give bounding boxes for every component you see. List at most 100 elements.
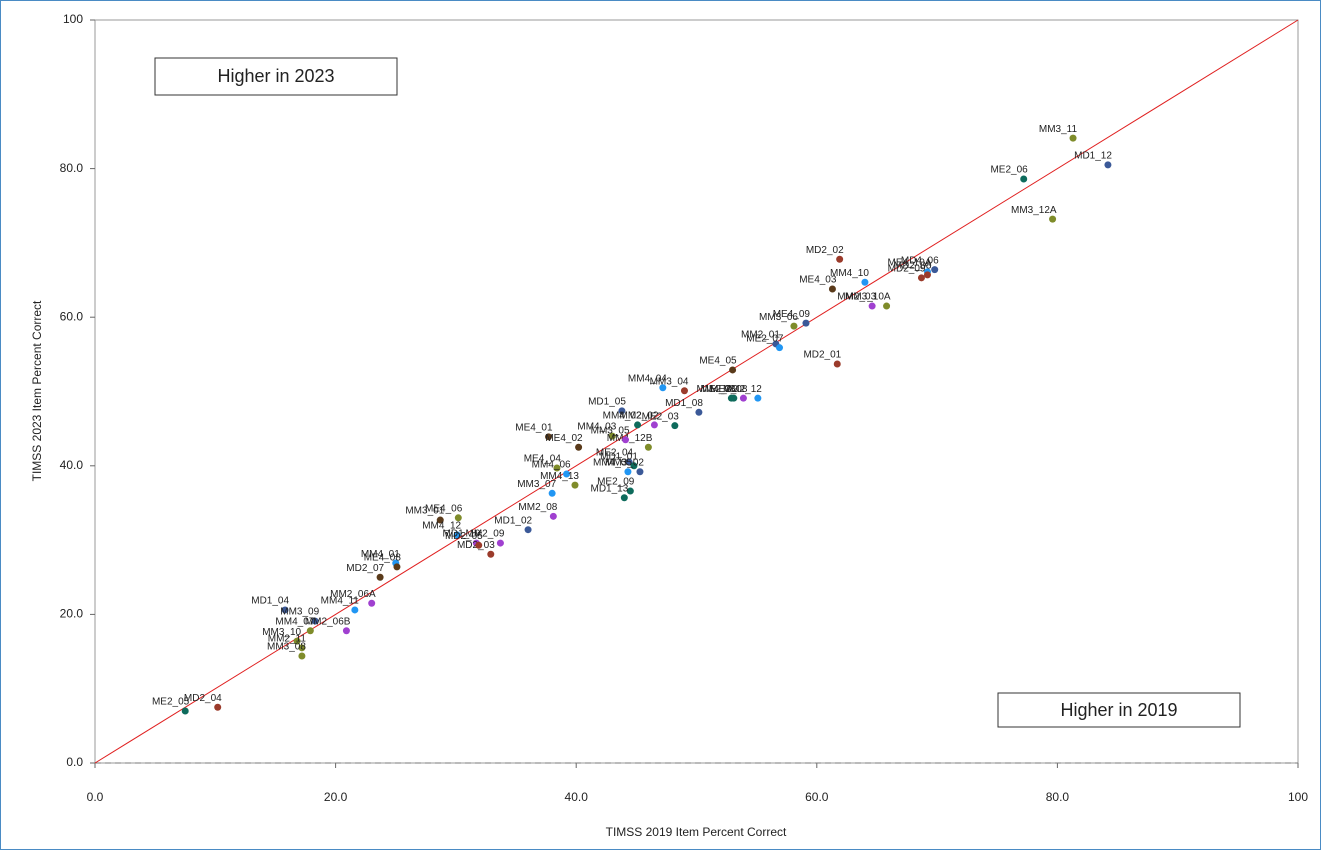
point-label: MM3_12A [1011, 205, 1057, 216]
point [625, 458, 633, 466]
point-label: ME4_01 [515, 422, 553, 433]
point [298, 652, 306, 660]
point-label: MM3_02 [605, 457, 644, 468]
point [1049, 215, 1057, 223]
point [931, 266, 939, 274]
point-label: ME4_03 [799, 275, 837, 286]
point-label: MM2_02 [619, 411, 658, 422]
point-label: ME4_10A [888, 258, 932, 269]
point-label: ME4_09 [773, 309, 811, 320]
point-label: MD1_12 [1074, 151, 1112, 162]
point [695, 408, 703, 416]
point-label: ME2_06 [990, 165, 1028, 176]
point-label: MD4_06 [901, 255, 939, 266]
point-label: MM2_03 [837, 292, 876, 303]
point [868, 302, 876, 310]
point [524, 526, 532, 534]
point [368, 599, 376, 607]
point-label: ME4_06 [425, 503, 463, 514]
point-label: ME4_02 [545, 433, 583, 444]
point [776, 344, 784, 352]
point [575, 443, 583, 451]
point-label: MD2_05 [445, 531, 483, 542]
point-label: MM4_05 [593, 457, 632, 468]
point [351, 606, 359, 614]
point [618, 407, 626, 415]
point-label: MD1_13 [591, 483, 629, 494]
point [790, 322, 798, 330]
point [281, 606, 289, 614]
point-label: MM4_04 [628, 373, 667, 384]
point-label: MD1_02 [494, 515, 532, 526]
y-axis-title: TIMSS 2023 Item Percent Correct [30, 300, 44, 481]
point-label: ME2_09 [597, 477, 635, 488]
point-label: ME4_05 [699, 356, 737, 367]
point-label: MM4_11 [321, 596, 360, 607]
point [833, 360, 841, 368]
point [376, 573, 384, 581]
point-label: MM3_10 [262, 627, 301, 638]
point [802, 319, 810, 327]
point-label: MD2_04 [184, 693, 222, 704]
point-label: MM4_12 [422, 521, 461, 532]
point [1104, 161, 1112, 169]
point [861, 278, 869, 286]
point-label: MM4_01 [361, 549, 400, 560]
point [608, 432, 616, 440]
point [298, 644, 306, 652]
point-label: ME2_08 [710, 384, 748, 395]
point-label: MM4_07 [275, 616, 314, 627]
point-label: MD2_01 [803, 350, 841, 361]
point-label: MM4_06 [532, 460, 571, 471]
point-label: MM4_10 [830, 268, 869, 279]
point [624, 468, 632, 476]
point-label: MM3_11 [1039, 124, 1078, 135]
y-tick-label: 100 [63, 12, 83, 26]
point [739, 394, 747, 402]
point-label: MM3_06 [759, 312, 798, 323]
point-label: MM4_03 [577, 422, 616, 433]
annotation: Higher in 2023 [217, 66, 334, 86]
point [548, 489, 556, 497]
point-label: ME4_08 [364, 552, 402, 563]
point [342, 627, 350, 635]
point [650, 421, 658, 429]
point [917, 274, 925, 282]
point [454, 514, 462, 522]
point [923, 271, 931, 279]
point-label: MM2_01 [741, 330, 780, 341]
point [496, 539, 504, 547]
point-label: MM2_12 [723, 384, 762, 395]
point-label: MD1_01 [600, 451, 638, 462]
point [545, 433, 553, 441]
point-label: MM2_08 [518, 502, 557, 513]
point [836, 255, 844, 263]
point-label: MM3_01 [405, 506, 444, 517]
point-label: ME2_05 [152, 697, 190, 708]
point [828, 285, 836, 293]
point-label: MM4_02 [603, 411, 642, 422]
point [393, 563, 401, 571]
x-tick-label: 80.0 [1046, 790, 1070, 804]
y-tick-label: 60.0 [60, 309, 84, 323]
point [549, 512, 557, 520]
point-label: MD1_10 [443, 529, 481, 540]
point-label: MD1_08 [665, 398, 703, 409]
point [181, 707, 189, 715]
point-label: MD2_02 [806, 245, 844, 256]
point-label: MD2_09 [888, 263, 926, 274]
point-label: MD1_04 [251, 596, 289, 607]
x-tick-label: 0.0 [87, 790, 104, 804]
point-label: MD2_07 [346, 563, 384, 574]
point [630, 462, 638, 470]
point-label: MM3_04 [650, 376, 689, 387]
point-label: MM4_13 [540, 471, 579, 482]
y-tick-label: 80.0 [60, 161, 84, 175]
point [636, 468, 644, 476]
point [620, 494, 628, 502]
point-label: MM2_06B [305, 616, 351, 627]
point [622, 436, 630, 444]
point-label: MM3_09 [280, 607, 319, 618]
x-tick-label: 40.0 [565, 790, 589, 804]
point-label: MM2_06A [330, 589, 376, 600]
